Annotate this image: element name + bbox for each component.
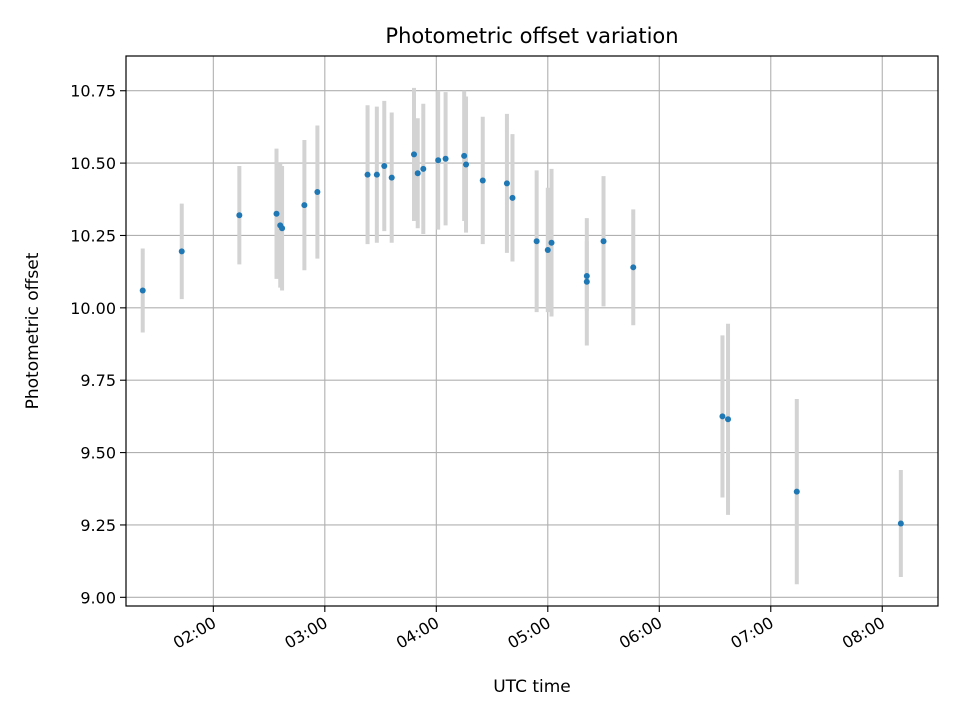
data-point <box>463 161 470 168</box>
data-point <box>435 157 442 164</box>
y-tick-label: 9.00 <box>80 588 116 607</box>
data-point <box>279 225 286 232</box>
data-point <box>364 171 371 178</box>
data-point <box>420 165 427 172</box>
grid <box>126 56 938 606</box>
data-point <box>442 155 449 162</box>
y-tick-label: 9.25 <box>80 516 116 535</box>
data-point <box>178 248 185 255</box>
data-point <box>630 264 637 271</box>
data-point <box>897 520 904 527</box>
data-point <box>414 170 421 177</box>
data-point <box>411 151 418 158</box>
y-axis-ticks: 9.00 9.25 9.50 9.75 10.00 10.25 10.50 10.75 <box>70 82 126 607</box>
y-tick-label: 10.25 <box>70 226 116 245</box>
data-point <box>314 189 321 196</box>
plot-frame <box>125 55 939 607</box>
data-point <box>600 238 607 245</box>
data-point <box>273 210 280 217</box>
data-point <box>503 180 510 187</box>
data-point <box>139 287 146 294</box>
data-point <box>373 171 380 178</box>
data-point <box>725 416 732 423</box>
data-point <box>548 239 555 246</box>
chart-title: Photometric offset variation <box>385 24 678 48</box>
data-point <box>719 413 726 420</box>
data-points <box>139 151 904 527</box>
data-point <box>583 278 590 285</box>
y-tick-label: 10.00 <box>70 299 116 318</box>
data-point <box>301 202 308 209</box>
plot-area <box>126 56 938 606</box>
y-axis-title: Photometric offset <box>23 252 43 409</box>
y-tick-label: 10.75 <box>70 82 116 101</box>
x-axis-title: UTC time <box>493 677 571 697</box>
y-tick-label: 9.50 <box>80 444 116 463</box>
data-point <box>461 152 468 159</box>
y-tick-label: 9.75 <box>80 371 116 390</box>
data-point <box>533 238 540 245</box>
y-tick-label: 10.50 <box>70 154 116 173</box>
data-point <box>388 174 395 181</box>
data-point <box>236 212 243 219</box>
data-point <box>381 163 388 169</box>
data-point <box>793 488 800 495</box>
data-point <box>509 194 516 201</box>
data-point <box>479 177 486 184</box>
data-point <box>544 246 551 253</box>
data-point <box>583 273 590 279</box>
